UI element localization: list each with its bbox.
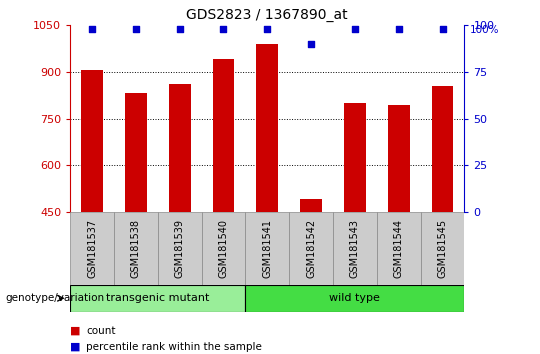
Point — [132, 26, 140, 32]
Bar — [344, 103, 366, 212]
Bar — [431, 86, 454, 212]
Text: GSM181541: GSM181541 — [262, 219, 272, 278]
Bar — [245, 285, 464, 312]
Text: GSM181539: GSM181539 — [175, 219, 185, 278]
Bar — [300, 199, 322, 212]
Text: GSM181543: GSM181543 — [350, 219, 360, 278]
Bar — [70, 285, 245, 312]
Bar — [377, 212, 421, 285]
Point — [438, 26, 447, 32]
Text: wild type: wild type — [329, 293, 380, 303]
Bar — [388, 104, 410, 212]
Bar — [201, 212, 245, 285]
Point — [263, 26, 272, 32]
Bar — [158, 212, 201, 285]
Point — [394, 26, 403, 32]
Point — [350, 26, 359, 32]
Bar — [168, 84, 191, 212]
Bar — [213, 59, 234, 212]
Bar — [289, 212, 333, 285]
Bar — [333, 212, 377, 285]
Title: GDS2823 / 1367890_at: GDS2823 / 1367890_at — [186, 8, 348, 22]
Text: ■: ■ — [70, 342, 80, 352]
Text: GSM181537: GSM181537 — [87, 219, 97, 278]
Text: GSM181545: GSM181545 — [437, 219, 448, 278]
Point — [88, 26, 97, 32]
Text: GSM181544: GSM181544 — [394, 219, 404, 278]
Bar — [114, 212, 158, 285]
Point — [307, 41, 315, 46]
Text: GSM181538: GSM181538 — [131, 219, 141, 278]
Point — [176, 26, 184, 32]
Bar — [70, 212, 114, 285]
Text: percentile rank within the sample: percentile rank within the sample — [86, 342, 262, 352]
Bar — [256, 44, 278, 212]
Text: GSM181542: GSM181542 — [306, 219, 316, 278]
Text: 100%: 100% — [470, 25, 500, 35]
Text: count: count — [86, 326, 116, 336]
Bar — [245, 212, 289, 285]
Text: GSM181540: GSM181540 — [219, 219, 228, 278]
Text: transgenic mutant: transgenic mutant — [106, 293, 210, 303]
Bar — [421, 212, 464, 285]
Bar — [125, 93, 147, 212]
Text: ■: ■ — [70, 326, 80, 336]
Bar — [81, 70, 103, 212]
Point — [219, 26, 228, 32]
Text: genotype/variation: genotype/variation — [5, 293, 105, 303]
